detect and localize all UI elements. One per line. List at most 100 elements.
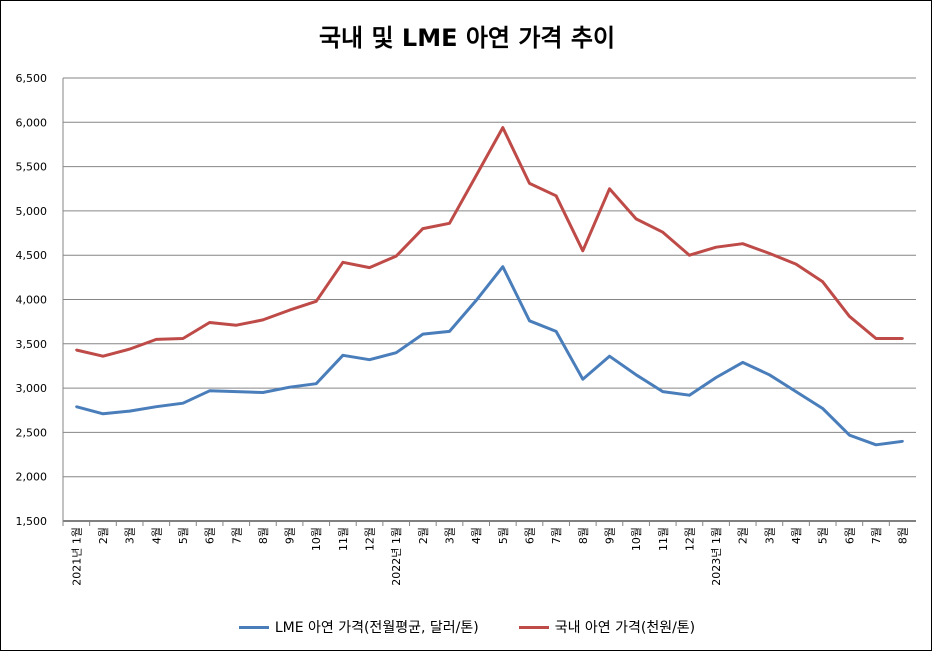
x-tick-label: 10월 (310, 527, 323, 551)
data-point-lme (874, 443, 878, 447)
data-point-lme (235, 390, 238, 393)
x-tick-label: 6월 (523, 527, 536, 544)
x-tick-label: 2022년 1월 (390, 527, 403, 586)
data-point-domestic (848, 315, 851, 318)
data-point-domestic (341, 261, 345, 264)
y-tick-label: 2,500 (16, 426, 48, 439)
data-point-domestic (661, 230, 664, 234)
x-tick-label: 6월 (204, 527, 217, 544)
data-point-lme (848, 433, 851, 437)
y-tick-label: 4,000 (16, 294, 48, 307)
x-tick-label: 5월 (177, 527, 190, 544)
data-point-lme (341, 354, 345, 357)
data-point-domestic (634, 217, 638, 221)
data-point-lme (581, 378, 584, 381)
chart-title: 국내 및 LME 아연 가격 추이 (318, 24, 616, 52)
data-point-lme (554, 330, 558, 333)
data-point-domestic (128, 347, 131, 351)
legend-label-lme: LME 아연 가격(전월평균, 달러/톤) (274, 620, 479, 636)
data-point-domestic (368, 266, 371, 269)
chart-legend: LME 아연 가격(전월평균, 달러/톤) 국내 아연 가격(천원/톤) (0, 617, 934, 637)
data-point-lme (794, 390, 798, 393)
data-point-lme (741, 361, 744, 364)
x-tick-label: 3월 (763, 527, 776, 544)
x-tick-label: 11월 (337, 527, 350, 551)
data-point-domestic (448, 222, 451, 225)
data-point-lme (474, 299, 478, 302)
x-tick-label: 12월 (683, 527, 696, 551)
data-point-domestic (155, 338, 158, 341)
legend-swatch-lme (238, 625, 269, 629)
data-point-domestic (528, 182, 531, 185)
y-tick-label: 6,500 (16, 72, 48, 85)
data-point-lme (181, 401, 185, 405)
data-point-domestic (421, 227, 425, 230)
data-point-lme (155, 405, 158, 408)
data-point-lme (688, 393, 691, 397)
x-tick-label: 12월 (364, 527, 377, 551)
x-tick-label: 6월 (843, 527, 856, 544)
x-tick-label: 7월 (870, 527, 883, 544)
x-tick-label: 4월 (150, 527, 163, 544)
y-tick-label: 5,500 (16, 161, 48, 174)
x-tick-label: 3월 (124, 527, 137, 544)
y-tick-label: 2,000 (16, 471, 48, 484)
data-point-lme (448, 330, 451, 333)
x-tick-label: 9월 (603, 527, 616, 544)
x-tick-label: 8월 (897, 527, 910, 544)
data-point-domestic (395, 254, 398, 258)
x-tick-label: 10월 (630, 527, 643, 551)
data-point-lme (101, 412, 105, 415)
data-point-domestic (554, 194, 558, 198)
x-tick-label: 2023년 1월 (710, 527, 723, 586)
legend-item-lme: LME 아연 가격(전월평균, 달러/톤) (238, 617, 479, 637)
data-point-lme (768, 373, 771, 377)
data-point-domestic (581, 249, 584, 252)
x-tick-label: 5월 (497, 527, 510, 544)
x-tick-label: 2월 (737, 527, 750, 544)
x-tick-label: 8월 (257, 527, 270, 544)
legend-item-domestic: 국내 아연 가격(천원/톤) (518, 617, 696, 637)
x-tick-label: 4월 (790, 527, 803, 544)
y-tick-label: 4,500 (16, 249, 48, 262)
data-point-lme (395, 351, 398, 354)
data-point-domestic (821, 280, 824, 283)
data-point-lme (315, 382, 318, 385)
y-tick-label: 5,000 (16, 205, 48, 218)
data-point-domestic (901, 337, 904, 340)
x-tick-label: 9월 (284, 527, 297, 544)
data-point-lme (75, 405, 78, 408)
data-point-lme (608, 355, 611, 358)
data-point-lme (288, 386, 291, 389)
x-tick-label: 2월 (97, 527, 110, 544)
data-point-lme (368, 358, 371, 361)
data-point-domestic (501, 126, 505, 129)
x-tick-label: 4월 (470, 527, 483, 544)
x-tick-label: 8월 (577, 527, 590, 544)
data-point-domestic (181, 337, 185, 340)
y-tick-label: 6,000 (16, 116, 48, 129)
x-tick-label: 7월 (550, 527, 563, 544)
x-tick-label: 2월 (417, 527, 430, 544)
data-point-domestic (741, 242, 744, 245)
data-point-domestic (261, 318, 265, 322)
y-tick-label: 1,500 (16, 515, 48, 528)
legend-swatch-domestic (518, 625, 549, 629)
data-point-lme (208, 389, 211, 392)
data-point-domestic (714, 246, 718, 249)
data-point-lme (128, 409, 131, 413)
data-point-lme (661, 390, 664, 393)
data-point-domestic (315, 300, 318, 303)
data-point-lme (528, 319, 531, 322)
data-point-domestic (101, 355, 105, 358)
data-point-domestic (208, 321, 211, 324)
data-point-domestic (688, 254, 691, 257)
legend-label-domestic: 국내 아연 가격(천원/톤) (554, 620, 696, 636)
data-point-domestic (874, 337, 878, 340)
series-line-domestic (75, 126, 903, 358)
x-tick-label: 5월 (817, 527, 830, 544)
x-tick-label: 3월 (444, 527, 457, 544)
data-point-lme (714, 376, 718, 379)
